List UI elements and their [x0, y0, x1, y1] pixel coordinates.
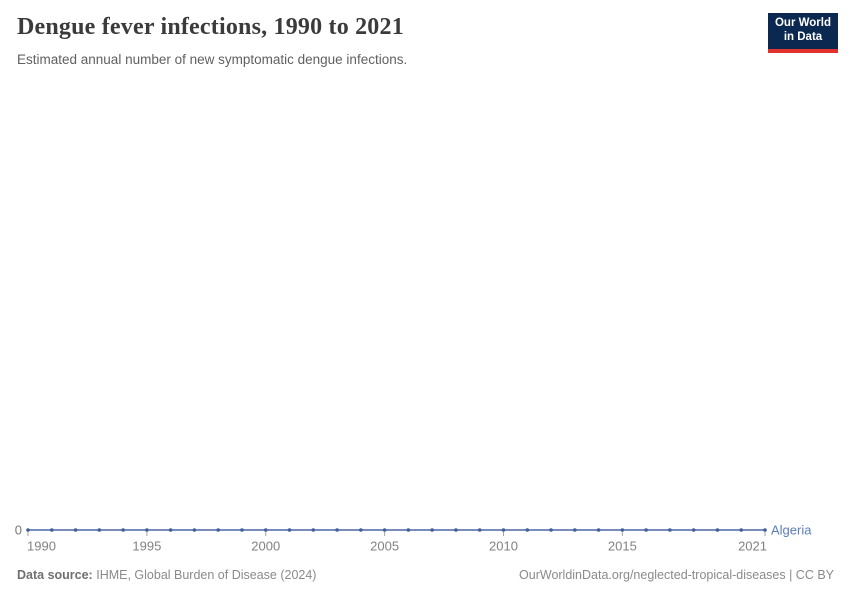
x-axis-label: 2021 [738, 539, 767, 554]
data-source-label: Data source: [17, 568, 93, 582]
chart-svg: 0 1990 1995 2000 2005 2010 2015 2021 Algeria [15, 523, 812, 554]
data-point[interactable] [596, 528, 601, 532]
data-point[interactable] [668, 528, 672, 532]
data-point[interactable] [26, 528, 30, 532]
chart-subtitle: Estimated annual number of new symptomat… [17, 52, 408, 67]
x-axis-label: 1995 [132, 539, 161, 554]
data-point[interactable] [430, 528, 434, 532]
x-axis-label: 2010 [489, 539, 518, 554]
data-point[interactable] [287, 528, 292, 532]
x-axis-label: 2015 [608, 539, 637, 554]
data-point[interactable] [49, 528, 54, 532]
credit-link[interactable]: OurWorldinData.org/neglected-tropical-di… [519, 568, 834, 582]
data-point[interactable] [739, 528, 744, 532]
data-point[interactable] [145, 528, 149, 532]
data-point[interactable] [382, 528, 387, 532]
x-axis-label: 1990 [27, 539, 56, 554]
data-point[interactable] [715, 528, 720, 532]
owid-logo-line1: Our World [774, 17, 831, 29]
data-point[interactable] [216, 528, 220, 532]
x-axis-label: 2000 [251, 539, 280, 554]
data-point[interactable] [573, 528, 577, 532]
data-point[interactable] [691, 528, 696, 532]
data-point[interactable] [549, 528, 553, 532]
owid-logo-line2: in Data [783, 31, 823, 43]
data-point[interactable] [477, 528, 482, 532]
y-axis-label-zero: 0 [15, 523, 22, 538]
data-point[interactable] [501, 528, 506, 532]
data-point[interactable] [311, 528, 316, 532]
line-chart: 0 1990 1995 2000 2005 2010 2015 2021 Algeria [0, 500, 850, 562]
owid-logo[interactable]: Our World in Data [768, 13, 838, 53]
data-point[interactable] [335, 528, 339, 532]
data-point[interactable] [240, 528, 244, 532]
data-point[interactable] [263, 528, 268, 532]
data-source-value: IHME, Global Burden of Disease (2024) [96, 568, 317, 582]
data-point[interactable] [121, 528, 125, 532]
data-point[interactable] [620, 528, 625, 532]
page-title: Dengue fever infections, 1990 to 2021 [17, 14, 404, 40]
data-point[interactable] [644, 528, 648, 532]
x-axis-label: 2005 [370, 539, 399, 554]
data-point[interactable] [192, 528, 197, 532]
data-point[interactable] [359, 528, 363, 532]
series-label-algeria[interactable]: Algeria [771, 523, 812, 538]
data-point[interactable] [406, 528, 411, 532]
data-point[interactable] [525, 528, 530, 532]
data-point[interactable] [763, 528, 767, 532]
data-source: Data source: IHME, Global Burden of Dise… [17, 568, 316, 582]
data-point[interactable] [454, 528, 458, 532]
data-point[interactable] [73, 528, 78, 532]
data-point[interactable] [168, 528, 173, 532]
chart-footer: Data source: IHME, Global Burden of Dise… [17, 568, 834, 582]
data-point[interactable] [97, 528, 102, 532]
